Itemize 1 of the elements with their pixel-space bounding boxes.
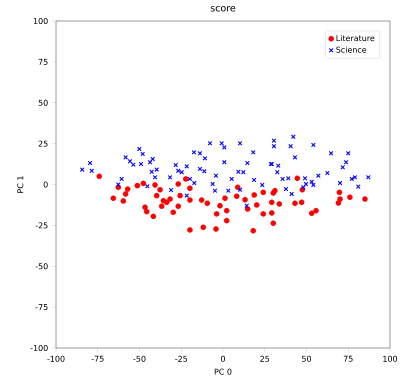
chart-title: score — [210, 6, 236, 12]
